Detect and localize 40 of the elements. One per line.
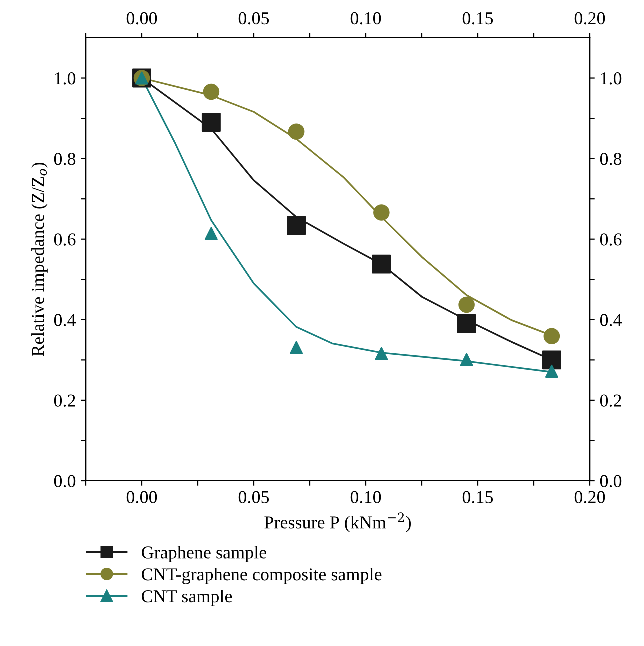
point xyxy=(202,113,221,132)
point xyxy=(287,216,306,236)
text: 0.20 xyxy=(574,491,606,504)
y-tick-label: 0.4 xyxy=(54,314,76,326)
y2-tick-label: 0.8 xyxy=(600,153,622,166)
x2-tick-label: 0.15 xyxy=(462,12,494,25)
point xyxy=(458,296,475,314)
point xyxy=(288,124,305,140)
text: 0.10 xyxy=(350,491,382,504)
y-tick-label: 0.8 xyxy=(54,153,76,166)
point xyxy=(375,347,388,360)
text: 0.00 xyxy=(126,12,158,25)
legend-label: Graphene sample xyxy=(142,546,267,562)
text: 0.10 xyxy=(350,12,382,25)
point xyxy=(457,314,476,334)
legend-label: CNT-graphene composite sample xyxy=(142,568,382,584)
legend-label: CNT sample xyxy=(142,590,232,606)
y-tick-label: 0.2 xyxy=(54,394,76,407)
point xyxy=(544,328,560,345)
point xyxy=(545,364,558,378)
point xyxy=(372,254,392,274)
text: 0.0 xyxy=(54,475,76,488)
y2-tick-label: 0.4 xyxy=(600,314,622,326)
y2-tick-label: 0.6 xyxy=(600,234,622,246)
x2-tick-label: 0.05 xyxy=(238,12,270,25)
y-tick-label: 0.6 xyxy=(54,234,76,246)
text: 0.20 xyxy=(574,12,606,25)
text: 1.0 xyxy=(55,72,76,85)
point xyxy=(203,84,220,100)
text: 1.0 xyxy=(601,72,622,85)
point xyxy=(204,227,218,240)
text: 0.0 xyxy=(600,475,622,488)
point xyxy=(460,353,474,366)
text: 0.00 xyxy=(126,491,158,504)
x-axis-title: Pressure P (kNm$^{−2}$) xyxy=(264,512,412,532)
point xyxy=(290,341,304,354)
point xyxy=(542,350,562,370)
y2-tick-label: 0.2 xyxy=(600,394,622,407)
point xyxy=(374,204,390,221)
y-axis-title: Relative impedance (Z/Z$_{o}$) xyxy=(32,162,48,356)
